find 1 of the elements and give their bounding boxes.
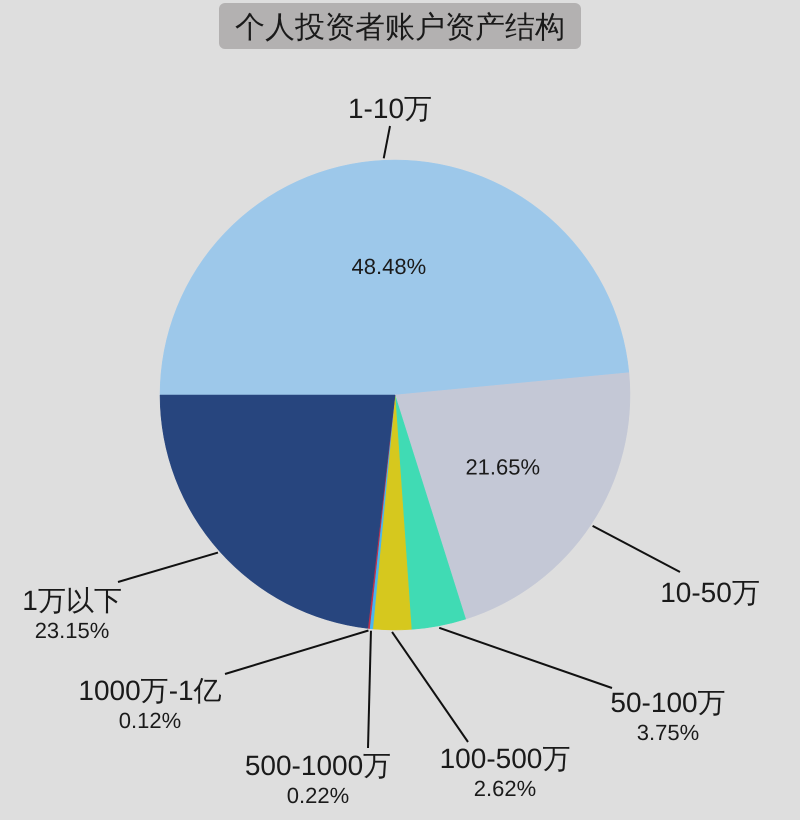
title: 个人投资者账户资产结构 xyxy=(235,11,565,44)
